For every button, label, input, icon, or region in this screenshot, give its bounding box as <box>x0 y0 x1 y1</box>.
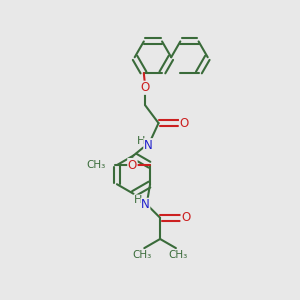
Text: O: O <box>128 159 137 172</box>
Text: N: N <box>141 198 150 211</box>
Text: H: H <box>134 195 142 205</box>
Text: CH₃: CH₃ <box>132 250 152 260</box>
Text: N: N <box>144 139 153 152</box>
Text: O: O <box>141 81 150 94</box>
Text: H: H <box>137 136 146 146</box>
Text: O: O <box>179 117 189 130</box>
Text: O: O <box>181 211 190 224</box>
Text: CH₃: CH₃ <box>169 250 188 260</box>
Text: CH₃: CH₃ <box>86 160 105 170</box>
